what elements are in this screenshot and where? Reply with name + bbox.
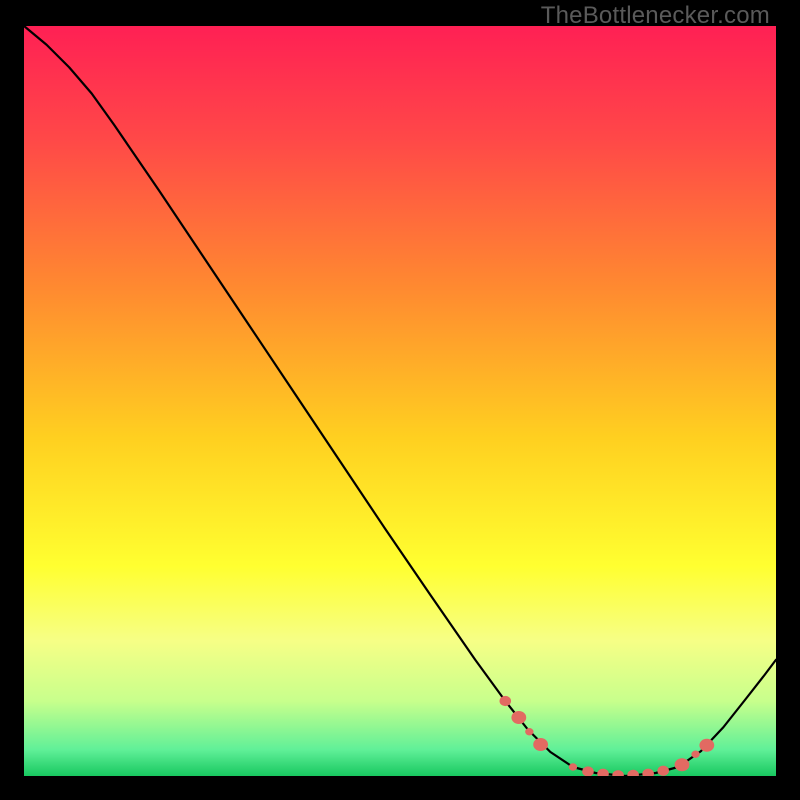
marker-point	[500, 696, 511, 705]
marker-point	[583, 767, 594, 776]
marker-point	[700, 739, 714, 751]
marker-point	[534, 739, 548, 751]
frame-left	[0, 0, 24, 800]
marker-point	[569, 764, 576, 770]
bottleneck-chart	[0, 0, 800, 800]
marker-point	[692, 751, 699, 757]
frame-right	[776, 0, 800, 800]
frame-bottom	[0, 776, 800, 800]
marker-point	[675, 759, 689, 771]
marker-point	[526, 729, 533, 735]
marker-point	[658, 766, 669, 775]
attribution-label: TheBottlenecker.com	[541, 2, 770, 30]
plot-background	[24, 26, 776, 776]
marker-point	[512, 712, 526, 724]
